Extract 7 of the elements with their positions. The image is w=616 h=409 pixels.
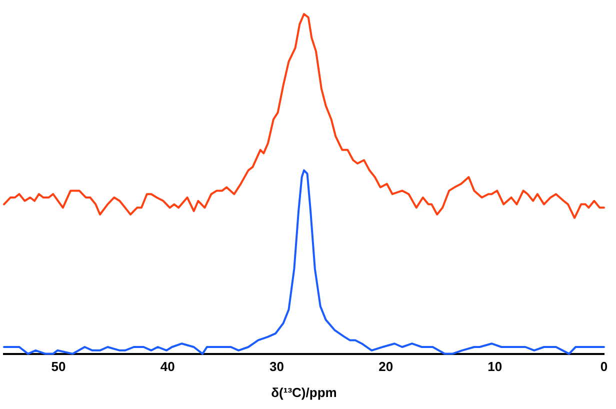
x-tick-label: 20 — [378, 359, 394, 374]
x-tick-label: 40 — [160, 359, 175, 374]
x-tick-label: 0 — [600, 359, 608, 374]
x-tick-label: 10 — [488, 359, 502, 374]
x-axis-title: δ(¹³C)/ppm — [271, 384, 337, 400]
x-tick-label: 50 — [51, 359, 66, 374]
x-tick-label: 30 — [269, 359, 284, 374]
